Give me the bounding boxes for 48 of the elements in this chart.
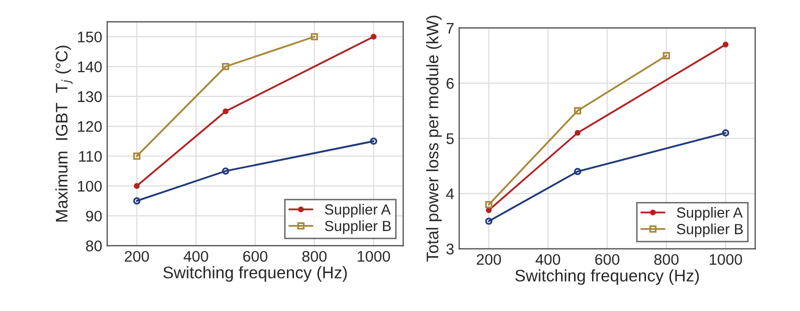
x-tick-label: 1000 xyxy=(358,250,390,262)
point xyxy=(722,42,729,48)
y-tick-label: 3 xyxy=(446,244,454,254)
y-tick-label: 100 xyxy=(78,180,102,192)
legend-label: Supplier A xyxy=(324,204,391,218)
legend-label: Supplier B xyxy=(324,220,391,234)
point xyxy=(310,33,318,40)
point xyxy=(574,168,582,176)
point xyxy=(370,34,377,40)
y-tick-label: 80 xyxy=(86,240,102,252)
y-tick-label: 120 xyxy=(78,121,102,132)
x-tick-label: 400 xyxy=(536,254,560,265)
y-tick-label: 130 xyxy=(78,91,102,102)
x-tick-label: 200 xyxy=(476,254,501,265)
y-axis-title: Total power loss per module (kW) xyxy=(426,16,442,262)
point xyxy=(222,167,230,175)
y-tick-label: 5 xyxy=(446,133,454,144)
legend-label: Supplier B xyxy=(676,224,743,238)
y-tick-label: 90 xyxy=(86,210,102,222)
y-tick-label: 110 xyxy=(79,150,102,162)
x-tick-label: 200 xyxy=(124,250,149,262)
y-tick-label: 4 xyxy=(446,188,454,200)
x-tick-label: 400 xyxy=(184,250,208,262)
point xyxy=(722,129,730,136)
x-tick-label: 1000 xyxy=(710,254,742,265)
point xyxy=(133,152,140,160)
point xyxy=(485,218,492,225)
point xyxy=(574,107,582,114)
x-tick-label: 800 xyxy=(654,254,679,265)
x-tick-label: 600 xyxy=(243,250,268,262)
x-axis-title: Switching frequency (Hz) xyxy=(515,269,699,285)
y-axis-title: Maximum IGBT T$_{j}$ (°C) xyxy=(55,46,73,222)
point xyxy=(662,52,670,60)
x-axis-title: Switching frequency (Hz) xyxy=(163,266,347,282)
x-tick-label: 600 xyxy=(595,254,620,265)
point xyxy=(133,197,140,205)
legend-label: Supplier A xyxy=(676,207,743,221)
x-tick-label: 800 xyxy=(302,250,327,262)
y-tick-label: 7 xyxy=(446,23,454,34)
point xyxy=(222,108,229,114)
point xyxy=(222,62,230,70)
point xyxy=(574,130,581,136)
point xyxy=(485,201,492,208)
point xyxy=(134,183,140,189)
y-tick-label: 6 xyxy=(446,78,454,89)
point xyxy=(370,138,378,145)
y-tick-label: 150 xyxy=(78,32,102,42)
y-tick-label: 140 xyxy=(78,61,102,72)
